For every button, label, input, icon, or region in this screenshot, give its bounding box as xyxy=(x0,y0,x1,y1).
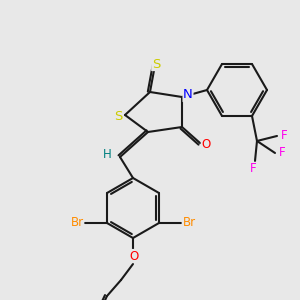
Text: N: N xyxy=(183,88,193,101)
Text: O: O xyxy=(129,250,139,262)
Text: H: H xyxy=(103,148,111,161)
Text: O: O xyxy=(201,139,211,152)
Text: Br: Br xyxy=(70,217,84,230)
Text: F: F xyxy=(250,163,256,176)
Text: F: F xyxy=(281,130,287,142)
Text: F: F xyxy=(279,146,285,160)
Text: S: S xyxy=(114,110,122,122)
Text: Br: Br xyxy=(182,217,196,230)
Text: S: S xyxy=(152,58,160,70)
